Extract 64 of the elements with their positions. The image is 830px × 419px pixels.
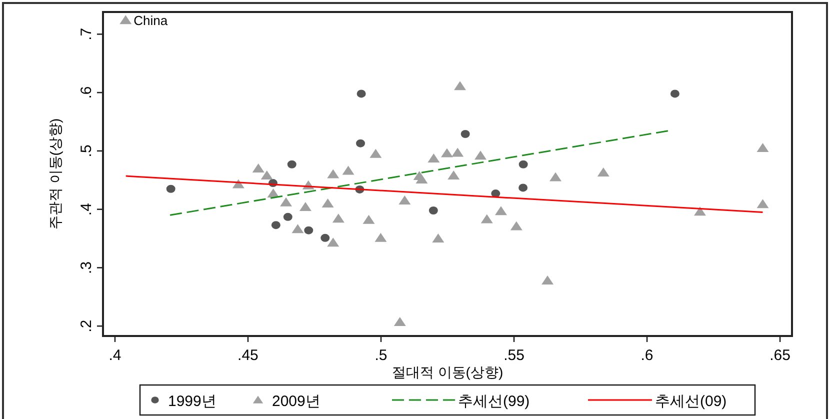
point (327, 169, 340, 178)
point (398, 196, 411, 205)
point (440, 148, 453, 158)
legend-label: 추세선(09) (655, 393, 727, 410)
point (542, 276, 554, 285)
point (287, 160, 296, 168)
point (480, 214, 493, 224)
point (283, 212, 292, 221)
point (260, 170, 273, 180)
annotation: China (134, 13, 168, 28)
x-tick-label: .4 (108, 347, 122, 364)
point (332, 214, 344, 223)
point (166, 184, 176, 193)
point (474, 150, 486, 160)
y-tick-label: .5 (78, 144, 95, 158)
point (756, 143, 769, 152)
point (550, 172, 562, 182)
point (362, 214, 375, 224)
point (299, 202, 312, 211)
point (494, 206, 507, 216)
y-tick-label: .4 (78, 203, 95, 216)
point (342, 166, 354, 175)
point (252, 163, 264, 172)
point (452, 148, 464, 157)
point (454, 81, 466, 90)
point (320, 234, 330, 242)
point (518, 184, 528, 192)
point (756, 199, 769, 208)
point (356, 139, 366, 148)
x-tick-label: .6 (640, 347, 654, 364)
point (370, 148, 382, 158)
point (460, 130, 470, 138)
y-tick-label: .2 (78, 320, 95, 332)
legend-label: 추세선(99) (458, 393, 530, 410)
x-axis-title: 절대적 이동(상향) (392, 364, 504, 380)
legend-label: 1999년 (168, 393, 216, 410)
point (428, 206, 438, 214)
point (292, 224, 304, 234)
point (322, 198, 334, 208)
point (670, 90, 680, 98)
point (432, 234, 444, 243)
point (304, 226, 314, 234)
y-tick-label: .6 (78, 86, 95, 99)
point (416, 174, 428, 184)
point (394, 316, 406, 326)
x-tick-label: .65 (770, 347, 790, 364)
point (428, 154, 440, 163)
point (518, 160, 528, 168)
point (280, 197, 292, 206)
point (448, 170, 460, 180)
y-tick-label: .3 (78, 261, 95, 274)
x-tick-label: .55 (504, 347, 524, 364)
y-axis-title: 주관적 이동(상향) (47, 118, 63, 230)
point (374, 232, 387, 242)
legend-label: 2009년 (272, 393, 320, 410)
y-tick-label: .7 (78, 28, 95, 40)
point (356, 90, 366, 98)
point (271, 221, 280, 230)
point (327, 238, 340, 247)
x-tick-label: .45 (238, 347, 258, 364)
point (510, 221, 522, 230)
point (120, 15, 132, 24)
point (597, 168, 610, 177)
x-tick-label: .5 (374, 347, 388, 364)
